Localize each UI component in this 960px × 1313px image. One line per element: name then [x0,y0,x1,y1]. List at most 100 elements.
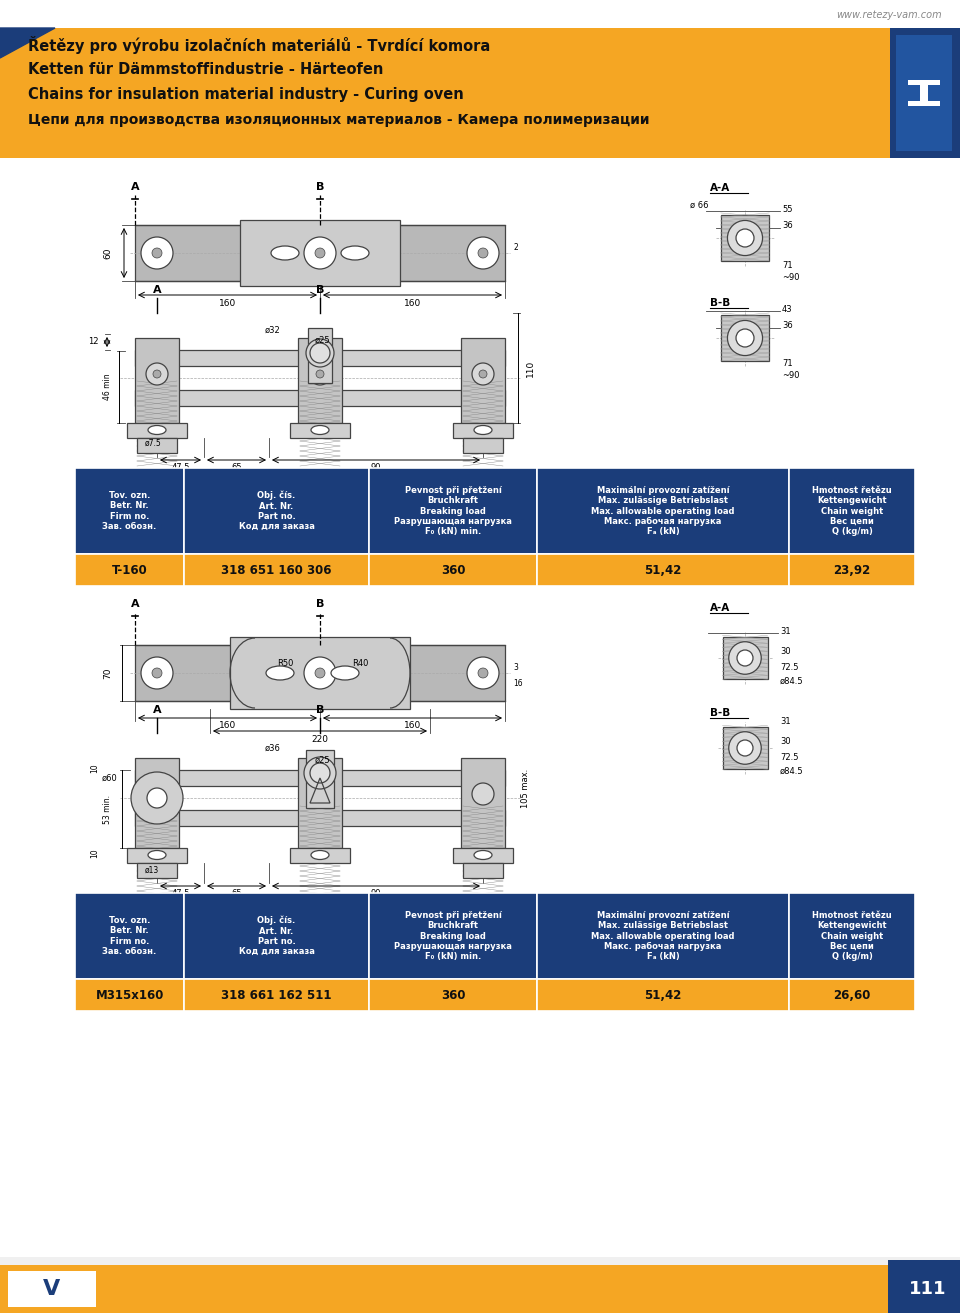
Bar [453,423,513,439]
Text: 47.5: 47.5 [171,889,190,898]
Text: 71: 71 [782,260,793,269]
Bar [320,225,505,281]
Text: ø13: ø13 [145,865,159,874]
Text: A-A: A-A [710,183,731,193]
Circle shape [304,758,336,789]
Bar [135,337,179,423]
Text: B: B [316,599,324,609]
Polygon shape [0,28,55,58]
Bar [298,758,342,848]
Bar [789,979,915,1011]
Bar [137,439,177,453]
Circle shape [729,731,761,764]
Text: Obj. čís.
Art. Nr.
Part no.
Код для заказа: Obj. čís. Art. Nr. Part no. Код для зака… [239,491,315,532]
Text: B: B [316,285,324,295]
Ellipse shape [266,666,294,680]
Text: 26,60: 26,60 [833,989,871,1002]
Circle shape [310,343,330,362]
Bar [135,810,505,826]
Text: 36: 36 [782,322,793,331]
Text: T-160: T-160 [111,563,148,576]
Bar [453,848,513,863]
Bar [135,351,505,366]
Text: 12: 12 [87,337,98,347]
Circle shape [736,330,754,347]
Text: ø7.5: ø7.5 [145,439,161,448]
Circle shape [141,238,173,269]
Bar [290,848,350,863]
Ellipse shape [474,851,492,860]
Text: B: B [316,183,324,192]
Text: 43: 43 [782,305,793,314]
Text: ø36: ø36 [265,743,281,752]
Text: 110: 110 [525,360,535,377]
Text: 36: 36 [782,222,793,231]
Ellipse shape [331,666,359,680]
Text: 105 max.: 105 max. [520,768,530,807]
Bar [920,80,928,106]
Text: 160: 160 [404,722,421,730]
Bar [75,979,184,1011]
Bar [184,979,369,1011]
Bar [463,863,503,878]
Bar [537,554,789,586]
Bar [537,893,789,979]
Text: Цепи для производства изоляционных материалов - Камера полимеризации: Цепи для производства изоляционных матер… [28,113,650,127]
Circle shape [467,238,499,269]
Text: 111: 111 [909,1280,947,1299]
Bar [369,554,537,586]
Bar [888,1260,960,1313]
Text: Tov. ozn.
Betr. Nr.
Firm no.
Зав. обозн.: Tov. ozn. Betr. Nr. Firm no. Зав. обозн. [103,916,156,956]
Bar [135,390,505,406]
Text: ~90: ~90 [782,273,800,281]
Circle shape [472,783,494,805]
Ellipse shape [311,425,329,435]
Bar [137,863,177,878]
Bar [184,467,369,554]
Text: 220: 220 [311,734,328,743]
Circle shape [478,248,488,257]
Bar [135,758,179,848]
Text: 60: 60 [104,247,112,259]
Text: M315x160: M315x160 [95,989,164,1002]
Text: 318 651 160 306: 318 651 160 306 [222,563,332,576]
Bar [135,645,505,701]
Bar [908,101,940,106]
Text: 23,92: 23,92 [833,563,871,576]
Circle shape [304,238,336,269]
Ellipse shape [311,851,329,860]
Circle shape [153,370,161,378]
Bar [135,769,505,786]
Text: 90: 90 [371,463,381,473]
Circle shape [315,248,325,257]
Circle shape [479,370,487,378]
Text: A-A: A-A [710,603,731,613]
Circle shape [147,788,167,807]
Text: Obj. čís.
Art. Nr.
Part no.
Код для заказа: Obj. čís. Art. Nr. Part no. Код для зака… [239,915,315,956]
Circle shape [467,656,499,689]
Text: 160: 160 [219,722,236,730]
Text: ø60: ø60 [101,773,117,783]
Text: ø 66: ø 66 [690,201,708,210]
Circle shape [131,772,183,825]
Circle shape [304,656,336,689]
Text: 30: 30 [780,737,791,746]
Text: B: B [316,705,324,716]
Bar [789,467,915,554]
Bar [723,727,767,769]
Text: 360: 360 [441,989,466,1002]
Bar [184,893,369,979]
Bar [0,1264,960,1313]
Text: ø84.5: ø84.5 [780,676,804,685]
Text: A: A [153,705,161,716]
Ellipse shape [148,851,166,860]
Text: 65: 65 [231,889,242,898]
Text: V: V [43,1279,60,1299]
Text: 10: 10 [90,763,100,773]
Bar [0,28,890,158]
Text: Maximální provozní zatížení
Max. zulässige Betriebslast
Max. allowable operating: Maximální provozní zatížení Max. zulässi… [591,911,734,961]
Bar [369,467,537,554]
Text: 53 min.: 53 min. [104,794,112,823]
Bar [721,215,769,261]
Text: ø25: ø25 [315,336,330,344]
